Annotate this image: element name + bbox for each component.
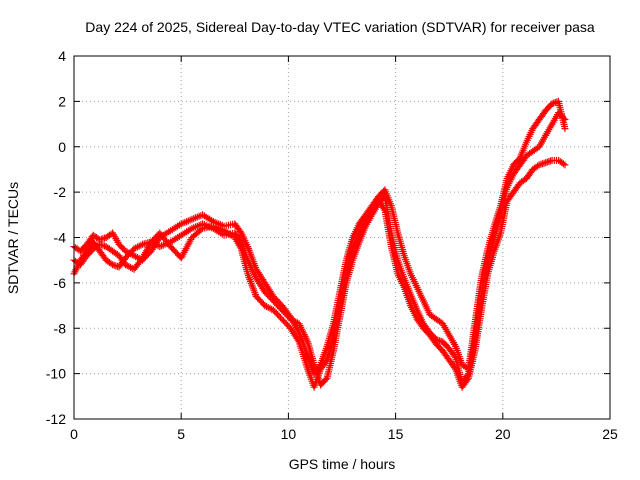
chart-title: Day 224 of 2025, Sidereal Day-to-day VTE…: [85, 19, 595, 35]
axes-ticks: 0 5 10 15 20 25 -12 -10 -8 -6 -4 -2 0 2 4: [46, 48, 618, 442]
y-tick-label: -6: [54, 275, 67, 291]
y-tick-label: -2: [54, 184, 67, 200]
y-axis-label: SDTVAR / TECUs: [5, 182, 21, 294]
y-tick-label: -10: [46, 366, 66, 382]
x-tick-label: 15: [388, 426, 404, 442]
series-sdtvar-track-3: [70, 156, 569, 391]
x-tick-label: 20: [495, 426, 511, 442]
x-tick-label: 25: [602, 426, 618, 442]
y-tick-label: 2: [58, 93, 66, 109]
y-tick-label: -8: [54, 320, 67, 336]
x-tick-label: 5: [177, 426, 185, 442]
y-tick-label: -12: [46, 411, 66, 427]
y-tick-label: 0: [58, 139, 66, 155]
x-tick-label: 0: [70, 426, 78, 442]
y-tick-label: 4: [58, 48, 66, 64]
series-markers: [70, 156, 569, 391]
data-series: [70, 97, 569, 391]
y-tick-label: -4: [54, 230, 67, 246]
x-axis-label: GPS time / hours: [289, 456, 396, 472]
x-tick-label: 10: [281, 426, 297, 442]
